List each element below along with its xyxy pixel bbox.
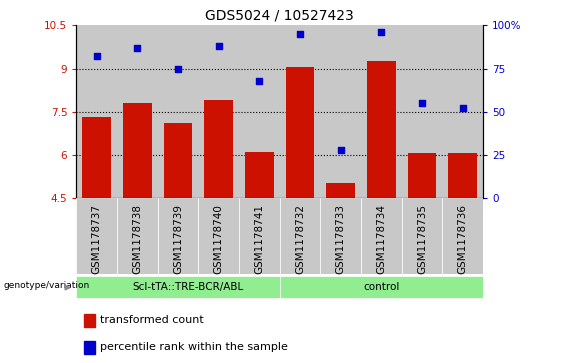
Bar [320, 25, 361, 198]
Bar [164, 123, 192, 198]
Point [295, 31, 305, 37]
Text: GSM1178738: GSM1178738 [132, 204, 142, 274]
Text: GSM1178736: GSM1178736 [458, 204, 468, 274]
Point [255, 78, 264, 83]
Text: percentile rank within the sample: percentile rank within the sample [100, 342, 288, 352]
Bar [280, 25, 320, 198]
Text: ScI-tTA::TRE-BCR/ABL: ScI-tTA::TRE-BCR/ABL [133, 282, 244, 292]
Text: GSM1178739: GSM1178739 [173, 204, 183, 274]
Bar [367, 61, 395, 198]
Bar [84, 341, 94, 354]
Point [173, 66, 182, 72]
Bar [239, 25, 280, 198]
Bar [76, 198, 117, 274]
Bar [205, 100, 233, 198]
Point [458, 105, 467, 111]
Bar [76, 25, 117, 198]
Point [92, 53, 101, 59]
Bar [449, 153, 477, 198]
Point [214, 43, 223, 49]
Text: GSM1178734: GSM1178734 [376, 204, 386, 274]
Bar [76, 276, 280, 298]
Text: GSM1178735: GSM1178735 [417, 204, 427, 274]
Point [377, 29, 386, 35]
Title: GDS5024 / 10527423: GDS5024 / 10527423 [205, 9, 354, 23]
Bar [245, 152, 273, 198]
Bar [123, 103, 151, 198]
Bar [280, 276, 483, 298]
Text: GSM1178737: GSM1178737 [92, 204, 102, 274]
Bar [158, 198, 198, 274]
Text: GSM1178733: GSM1178733 [336, 204, 346, 274]
Text: genotype/variation: genotype/variation [3, 281, 89, 290]
Text: GSM1178741: GSM1178741 [254, 204, 264, 274]
Text: control: control [363, 282, 399, 292]
Point [418, 100, 427, 106]
Bar [320, 198, 361, 274]
Bar [442, 198, 483, 274]
Bar [84, 314, 94, 327]
Bar [442, 25, 483, 198]
Bar [402, 198, 442, 274]
Bar [280, 198, 320, 274]
Bar [408, 153, 436, 198]
Text: GSM1178740: GSM1178740 [214, 204, 224, 274]
Bar [402, 25, 442, 198]
Bar [361, 25, 402, 198]
Bar [361, 198, 402, 274]
Bar [198, 25, 239, 198]
Bar [198, 198, 239, 274]
Bar [117, 198, 158, 274]
Bar [286, 67, 314, 198]
Bar [117, 25, 158, 198]
Point [336, 147, 345, 152]
Text: GSM1178732: GSM1178732 [295, 204, 305, 274]
Bar [82, 117, 111, 198]
Text: transformed count: transformed count [100, 315, 203, 325]
Point [133, 45, 142, 51]
Bar [158, 25, 198, 198]
Bar [239, 198, 280, 274]
Bar [327, 183, 355, 198]
